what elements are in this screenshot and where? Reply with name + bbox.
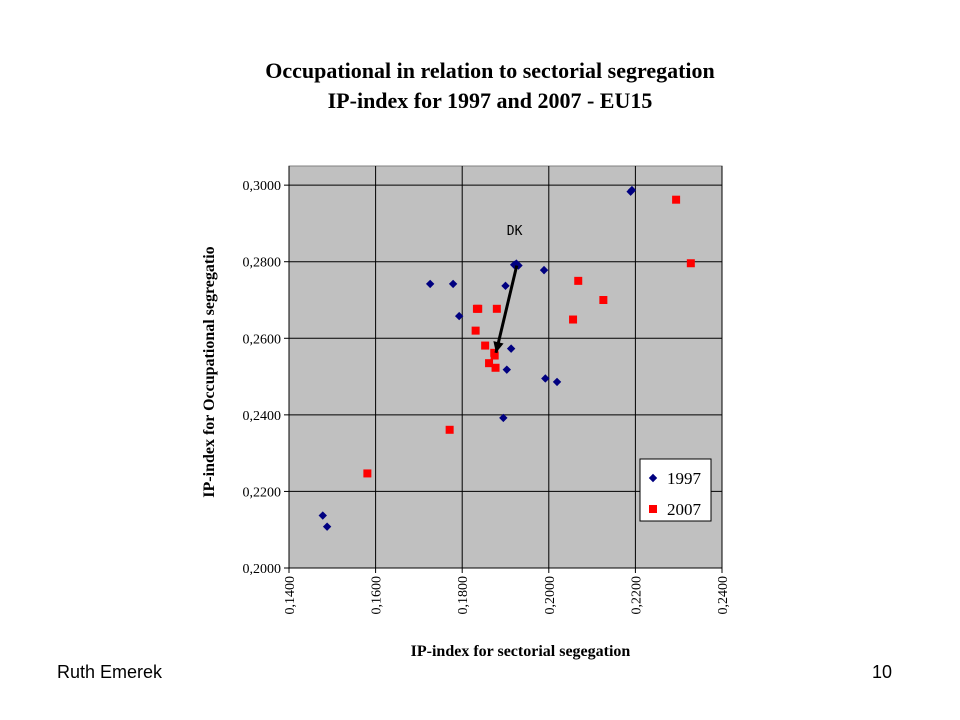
y-tick-label: 0,2800: [243, 256, 282, 271]
data-point-1997: [541, 374, 550, 383]
data-point-2007: [445, 425, 454, 434]
y-axis-title: IP-index for Occupational segregatio: [201, 246, 218, 497]
data-point-1997: [506, 344, 516, 353]
data-point-1997: [322, 522, 332, 531]
data-point-1997: [501, 281, 510, 291]
dk-annotation: DK: [507, 224, 523, 239]
data-point-1997: [318, 511, 327, 520]
data-point-2007: [490, 351, 499, 360]
data-point-1997: [502, 365, 511, 374]
data-point-2007: [485, 359, 494, 368]
legend-label-1997: 1997: [667, 469, 702, 488]
dk-arrow-head: [493, 341, 504, 353]
data-point-1997: [552, 377, 562, 387]
y-tick-label: 0,2200: [243, 485, 282, 500]
chart-title: Occupational in relation to sectorial se…: [265, 58, 715, 83]
legend-marker-1997: [648, 473, 658, 483]
data-point-2007: [599, 296, 608, 304]
footer-author: Ruth Emerek: [57, 662, 163, 682]
x-axis-title: IP-index for sectorial segegation: [411, 643, 631, 660]
legend-marker-2007: [649, 505, 657, 513]
y-tick-label: 0,2000: [243, 562, 282, 577]
x-tick-label: 0,1400: [283, 576, 298, 615]
y-tick-label: 0,2600: [243, 332, 282, 347]
data-point-1997: [627, 185, 637, 195]
data-point-2007: [491, 363, 500, 372]
x-tick-label: 0,1600: [370, 576, 385, 615]
data-point-2007: [492, 304, 501, 313]
chart-subtitle: IP-index for 1997 and 2007 - EU15: [327, 88, 653, 113]
y-tick-label: 0,3000: [243, 179, 282, 194]
dk-arrow-line: [494, 265, 519, 354]
data-point-2007: [471, 326, 480, 335]
data-point-2007: [672, 195, 681, 204]
data-point-1997: [539, 265, 549, 275]
data-point-2007: [686, 259, 695, 268]
data-point-2007: [569, 315, 578, 324]
data-point-2007: [574, 276, 583, 285]
data-point-2007: [363, 469, 372, 478]
slide-number: 10: [872, 662, 893, 682]
data-point-2007: [481, 341, 490, 350]
x-tick-label: 0,2000: [543, 576, 558, 615]
data-point-1997: [454, 311, 464, 321]
data-point-1997: [425, 279, 435, 289]
legend-label-2007: 2007: [667, 500, 702, 519]
data-point-1997: [499, 413, 508, 423]
y-tick-label: 0,2400: [243, 409, 282, 424]
x-tick-label: 0,2400: [716, 576, 731, 615]
x-tick-label: 0,2200: [629, 576, 644, 615]
data-point-1997: [448, 279, 458, 289]
x-tick-label: 0,1800: [456, 576, 471, 615]
data-point-2007: [474, 304, 483, 313]
